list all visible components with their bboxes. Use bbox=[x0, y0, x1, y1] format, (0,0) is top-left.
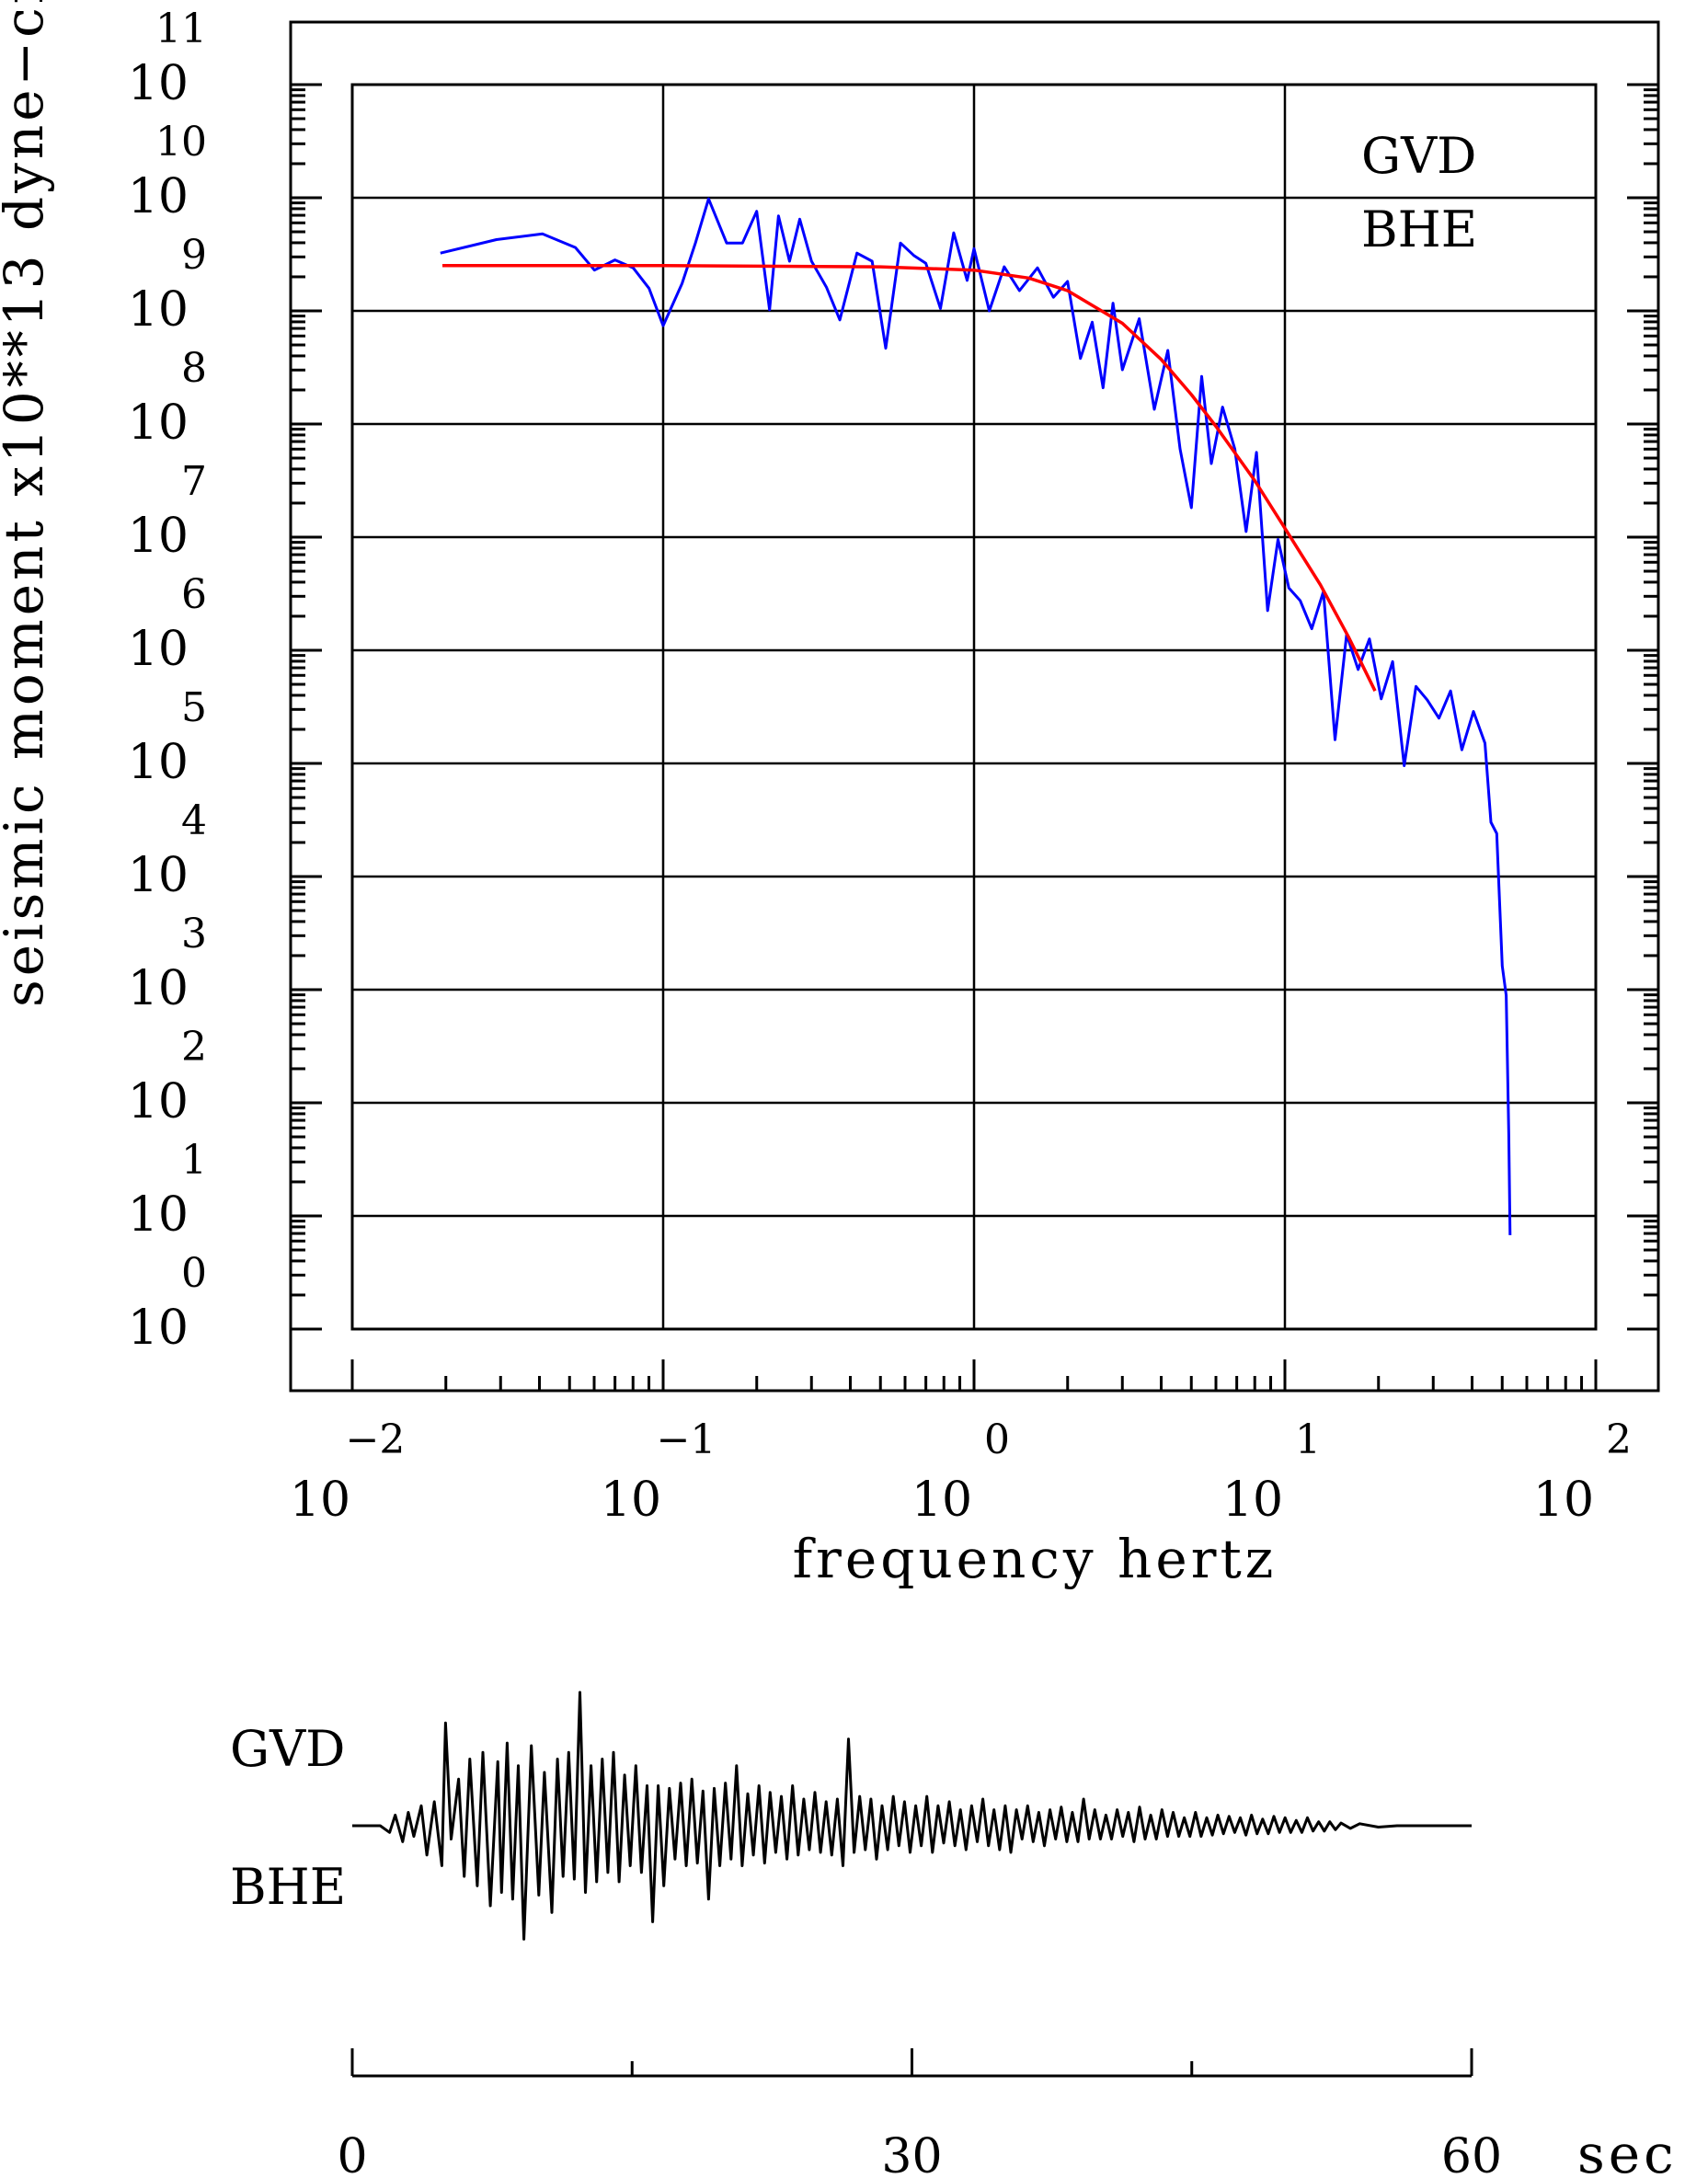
x-tick-exponent: −1 bbox=[657, 1416, 716, 1463]
y-tick-exponent: 8 bbox=[181, 345, 207, 392]
y-tick-exponent: 0 bbox=[181, 1250, 207, 1297]
plot-frame bbox=[350, 83, 1598, 1331]
y-tick-base: 10 bbox=[128, 1187, 189, 1243]
waveform-channel-label: BHE bbox=[230, 1858, 346, 1916]
x-tick-base: 10 bbox=[601, 1473, 661, 1528]
spectrum-station-label: GVD bbox=[1361, 127, 1476, 185]
x-tick-exponent: −2 bbox=[346, 1416, 406, 1463]
y-tick-exponent: 5 bbox=[181, 684, 207, 731]
time-axis bbox=[350, 2048, 1473, 2078]
x-tick-base: 10 bbox=[911, 1473, 972, 1528]
x-tick-exponent: 1 bbox=[1295, 1416, 1321, 1463]
x-tick-base: 10 bbox=[290, 1473, 350, 1528]
spectrum-grid bbox=[350, 83, 1598, 1331]
y-tick-base: 10 bbox=[128, 622, 189, 677]
y-tick-exponent: 11 bbox=[155, 6, 207, 52]
y-tick-base: 10 bbox=[128, 961, 189, 1016]
time-tick-label: 60 bbox=[1441, 2129, 1502, 2178]
x-tick-labels: −2 10 −1 10 0 10 1 10 2 10 bbox=[290, 1416, 1632, 1528]
waveform-line bbox=[352, 1691, 1472, 1941]
spectrum-series bbox=[440, 197, 1512, 1235]
y-tick-base: 10 bbox=[128, 848, 189, 903]
observed-spectrum-line bbox=[440, 197, 1512, 1235]
y-tick-exponent: 2 bbox=[181, 1024, 207, 1071]
y-tick-exponent: 3 bbox=[181, 911, 207, 957]
time-axis-unit-label: sec bbox=[1577, 2123, 1678, 2178]
y-tick-base: 10 bbox=[128, 509, 189, 564]
x-tick-exponent: 2 bbox=[1606, 1416, 1632, 1463]
y-tick-exponent: 9 bbox=[181, 232, 207, 279]
waveform-series bbox=[352, 1691, 1472, 1941]
y-tick-base: 10 bbox=[128, 1074, 189, 1129]
x-tick-base: 10 bbox=[1222, 1473, 1283, 1528]
y-tick-base: 10 bbox=[128, 282, 189, 338]
y-tick-base: 10 bbox=[128, 169, 189, 224]
y-tick-exponent: 10 bbox=[155, 119, 207, 166]
waveform-station-label: GVD bbox=[230, 1720, 345, 1778]
y-tick-base: 10 bbox=[128, 56, 189, 111]
time-tick-labels: 0 30 60 bbox=[337, 2129, 1502, 2178]
y-tick-exponent: 7 bbox=[181, 458, 207, 505]
y-tick-base: 10 bbox=[128, 735, 189, 790]
x-tick-base: 10 bbox=[1533, 1473, 1594, 1528]
y-axis-label: seismic moment x10**13 dyne−cm bbox=[0, 0, 55, 1007]
time-tick-label: 30 bbox=[881, 2129, 942, 2178]
x-axis-label: frequency hertz bbox=[793, 1528, 1278, 1590]
x-tick-exponent: 0 bbox=[984, 1416, 1010, 1463]
y-tick-exponent: 1 bbox=[181, 1137, 207, 1184]
time-tick-label: 0 bbox=[337, 2129, 367, 2178]
spectrum-channel-label: BHE bbox=[1361, 201, 1477, 258]
y-tick-exponent: 6 bbox=[181, 571, 207, 618]
y-tick-base: 10 bbox=[128, 395, 189, 451]
y-tick-exponent: 4 bbox=[181, 797, 207, 844]
model-fit-line bbox=[442, 264, 1377, 692]
y-tick-base: 10 bbox=[128, 1301, 189, 1356]
spectrum-ticks bbox=[291, 83, 1658, 1391]
